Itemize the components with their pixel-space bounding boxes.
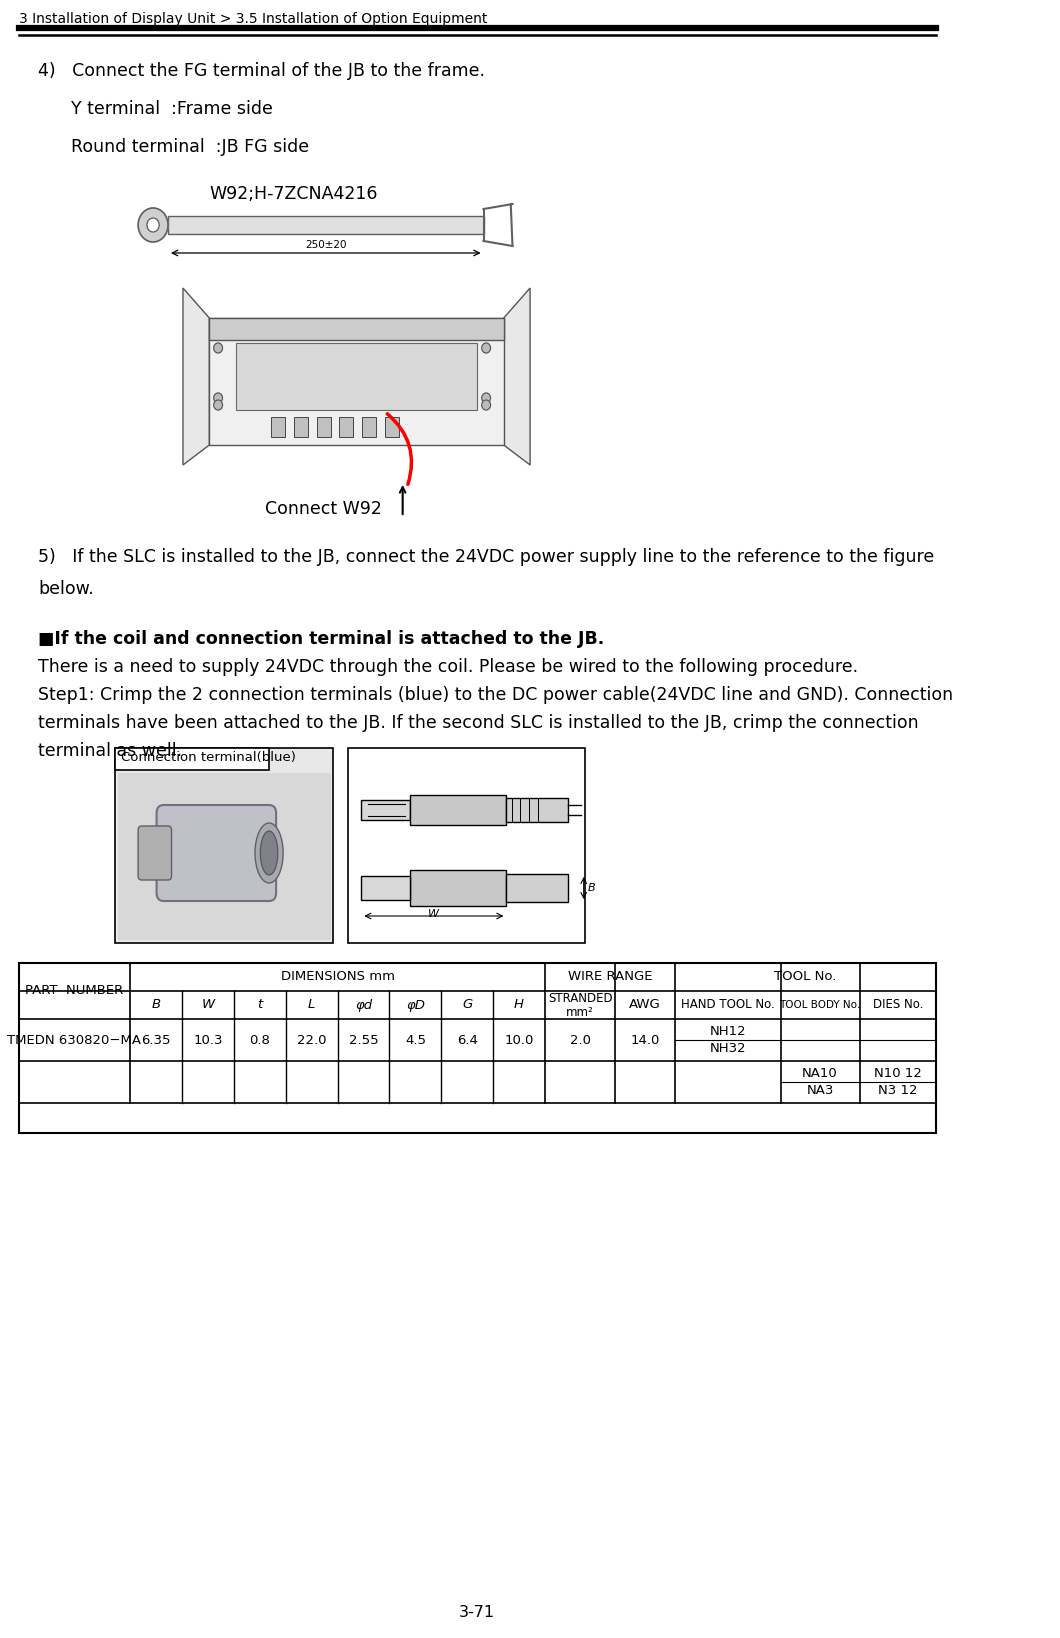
Circle shape (481, 400, 491, 410)
Ellipse shape (255, 822, 283, 883)
Text: below.: below. (38, 580, 93, 598)
Text: 3-71: 3-71 (459, 1605, 495, 1620)
Text: G: G (462, 999, 473, 1012)
Text: 14.0: 14.0 (631, 1034, 660, 1047)
Bar (385, 418, 400, 437)
Text: φD: φD (406, 999, 425, 1012)
Bar (209, 318, 504, 341)
FancyBboxPatch shape (157, 804, 276, 901)
Bar (348, 749, 585, 943)
Text: 6.4: 6.4 (457, 1034, 478, 1047)
Bar (116, 749, 333, 943)
Bar (361, 876, 409, 899)
Text: PART  NUMBER: PART NUMBER (25, 984, 124, 998)
Text: DIES No.: DIES No. (872, 999, 923, 1012)
Text: NA3: NA3 (807, 1084, 834, 1097)
Bar (507, 798, 568, 822)
Text: There is a need to supply 24VDC through the coil. Please be wired to the followi: There is a need to supply 24VDC through … (38, 658, 859, 676)
Circle shape (214, 393, 223, 403)
Bar (409, 794, 507, 826)
FancyBboxPatch shape (138, 826, 172, 880)
Text: 10.0: 10.0 (505, 1034, 534, 1047)
Text: Step1: Crimp the 2 connection terminals (blue) to the DC power cable(24VDC line : Step1: Crimp the 2 connection terminals … (38, 686, 953, 704)
Text: terminals have been attached to the JB. If the second SLC is installed to the JB: terminals have been attached to the JB. … (38, 714, 919, 732)
Text: 6.35: 6.35 (141, 1034, 171, 1047)
Text: B: B (152, 999, 161, 1012)
Bar (363, 418, 376, 437)
Text: HAND TOOL No.: HAND TOOL No. (681, 999, 775, 1012)
Circle shape (147, 218, 159, 233)
Text: AWG: AWG (630, 999, 661, 1012)
Bar (317, 418, 331, 437)
Text: N3 12: N3 12 (878, 1084, 918, 1097)
Text: W92;H-7ZCNA4216: W92;H-7ZCNA4216 (209, 185, 377, 203)
Text: W: W (201, 999, 214, 1012)
Text: 2.0: 2.0 (569, 1034, 590, 1047)
Bar (209, 318, 504, 446)
Circle shape (481, 393, 491, 403)
Polygon shape (183, 288, 209, 465)
Text: 22.0: 22.0 (297, 1034, 326, 1047)
Text: NA10: NA10 (802, 1066, 838, 1079)
Text: L: L (308, 999, 316, 1012)
Bar (507, 875, 568, 903)
Text: 4)   Connect the FG terminal of the JB to the frame.: 4) Connect the FG terminal of the JB to … (38, 62, 485, 80)
Text: Round terminal  :JB FG side: Round terminal :JB FG side (71, 138, 310, 156)
Text: ■If the coil and connection terminal is attached to the JB.: ■If the coil and connection terminal is … (38, 631, 604, 649)
Text: Connect W92: Connect W92 (265, 500, 382, 518)
Text: 3 Installation of Display Unit > 3.5 Installation of Option Equipment: 3 Installation of Display Unit > 3.5 Ins… (19, 11, 487, 26)
Text: φd: φd (355, 999, 372, 1012)
Text: 250±20: 250±20 (305, 241, 347, 251)
Text: NH32: NH32 (709, 1042, 746, 1055)
Text: 5)   If the SLC is installed to the JB, connect the 24VDC power supply line to t: 5) If the SLC is installed to the JB, co… (38, 549, 934, 567)
Text: H: H (514, 999, 524, 1012)
Text: STRANDED: STRANDED (548, 993, 613, 1006)
Text: 10.3: 10.3 (193, 1034, 223, 1047)
Text: WIRE RANGE: WIRE RANGE (568, 970, 652, 983)
Circle shape (214, 342, 223, 354)
Text: mm²: mm² (566, 1006, 594, 1019)
Text: TOOL No.: TOOL No. (775, 970, 836, 983)
Polygon shape (504, 288, 530, 465)
Ellipse shape (261, 830, 278, 875)
Text: 2.55: 2.55 (349, 1034, 378, 1047)
Bar (361, 799, 409, 821)
Bar (294, 418, 307, 437)
Text: terminal as well.: terminal as well. (38, 742, 182, 760)
Bar (116, 749, 269, 770)
Bar (118, 773, 331, 940)
Text: W: W (428, 909, 439, 919)
Circle shape (138, 208, 169, 242)
Text: TMEDN 630820−MA: TMEDN 630820−MA (7, 1034, 141, 1047)
Text: 0.8: 0.8 (249, 1034, 270, 1047)
Bar (169, 216, 483, 234)
Circle shape (481, 342, 491, 354)
Bar (339, 418, 353, 437)
Text: Y terminal  :Frame side: Y terminal :Frame side (71, 100, 273, 118)
Bar (409, 870, 507, 906)
Text: DIMENSIONS mm: DIMENSIONS mm (281, 970, 394, 983)
Circle shape (214, 400, 223, 410)
Text: t: t (258, 999, 263, 1012)
Text: NH12: NH12 (709, 1025, 746, 1038)
Text: 4.5: 4.5 (405, 1034, 426, 1047)
Bar (19, 963, 936, 1133)
Text: Connection terminal(blue): Connection terminal(blue) (121, 750, 296, 763)
Text: B: B (588, 883, 596, 893)
Text: TOOL BODY No.: TOOL BODY No. (779, 1001, 861, 1011)
Bar (235, 342, 477, 410)
Text: N10 12: N10 12 (873, 1066, 922, 1079)
Bar (271, 418, 285, 437)
